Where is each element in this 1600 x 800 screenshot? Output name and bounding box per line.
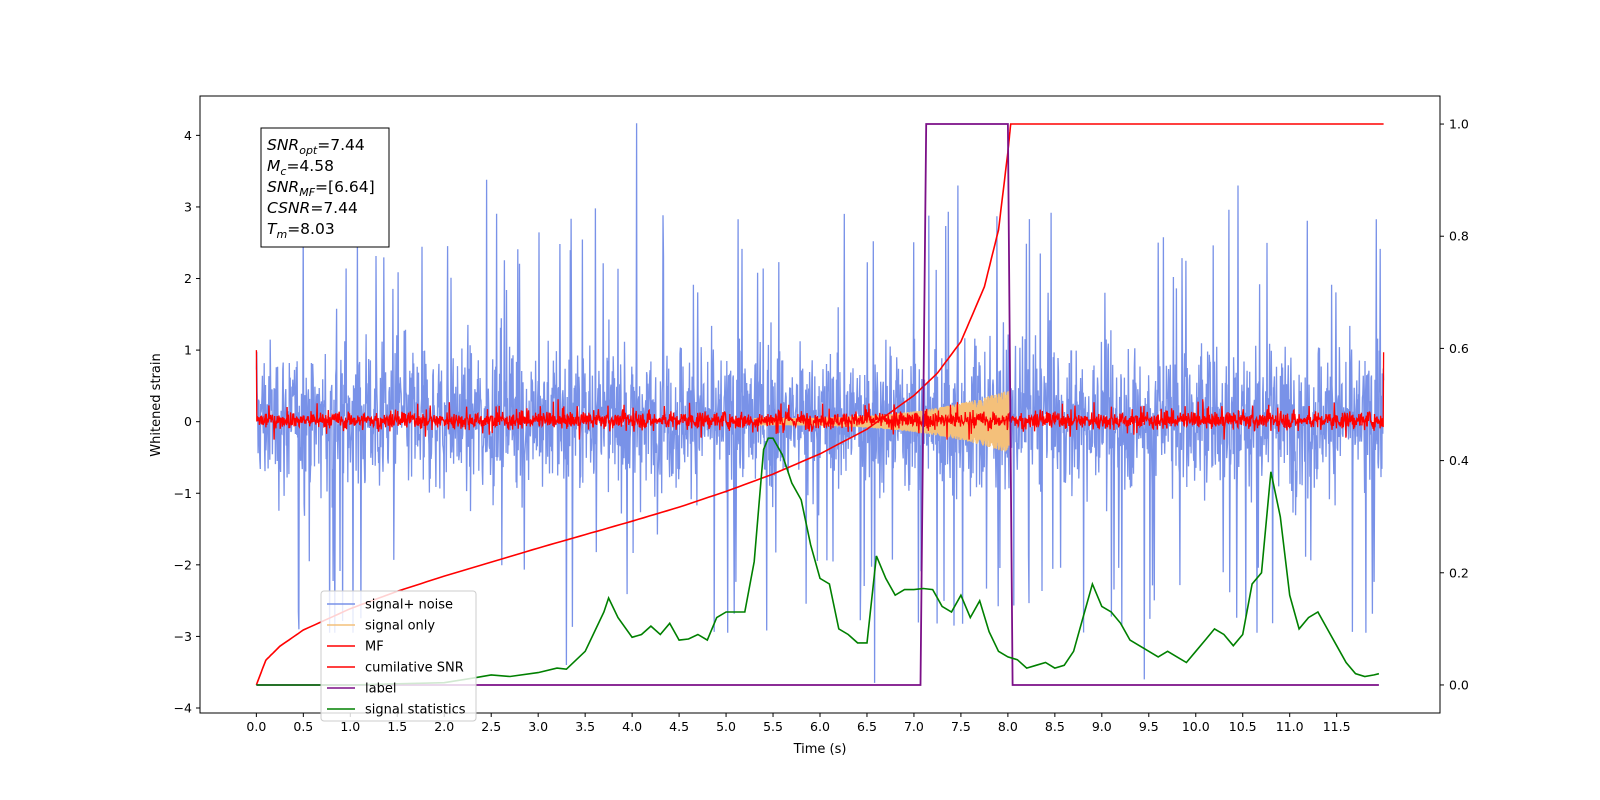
y-tick-label: 0 <box>184 414 192 429</box>
x-axis: 0.0 0.5 1.0 1.5 2.0 2.5 3.0 3.5 4.0 4.5 5.0 5.5 6.0 6… <box>246 713 1351 734</box>
stats-line: Tm=8.03 <box>267 220 335 241</box>
stats-subscript: m <box>276 228 287 241</box>
stats-line: SNRopt=7.44 <box>267 136 365 157</box>
y-axis-label: Whitened strain <box>149 353 164 456</box>
y2-tick-label: 0.8 <box>1449 229 1469 244</box>
x-tick-label: 6.5 <box>857 719 877 734</box>
stats-line: CSNR=7.44 <box>267 199 358 217</box>
legend-frame <box>320 590 477 722</box>
stats-var: T <box>267 220 278 238</box>
y-tick-label: −1 <box>174 486 192 501</box>
series-mf <box>255 350 1385 440</box>
y-tick-label: −4 <box>174 700 192 715</box>
stats-value: =7.44 <box>310 199 358 217</box>
legend-label: label <box>365 682 396 697</box>
x-tick-label: 4.5 <box>669 719 689 734</box>
y-tick-label: 1 <box>184 343 192 358</box>
y2-tick-label: 0.0 <box>1449 677 1469 692</box>
y-tick-label: −2 <box>174 557 192 572</box>
legend-label: signal+ noise <box>365 598 453 613</box>
x-tick-label: 11.0 <box>1276 719 1304 734</box>
y-tick-label: −3 <box>174 629 192 644</box>
x-tick-label: 2.5 <box>481 719 501 734</box>
stats-line: SNRMF=[6.64] <box>267 178 375 199</box>
y2-tick-label: 0.6 <box>1449 341 1469 356</box>
series-signal-noise <box>255 123 1385 683</box>
y-tick-label: 2 <box>184 271 192 286</box>
x-tick-label: 3.5 <box>575 719 595 734</box>
stats-subscript: MF <box>299 186 315 199</box>
stats-line: Mc=4.58 <box>267 157 334 178</box>
x-tick-label: 5.0 <box>716 719 736 734</box>
stats-subscript: opt <box>299 144 318 157</box>
x-tick-label: 6.0 <box>810 719 830 734</box>
x-tick-label: 7.5 <box>951 719 971 734</box>
y-tick-label: 4 <box>184 128 192 143</box>
y2-tick-label: 0.4 <box>1449 453 1469 468</box>
x-axis-label: Time (s) <box>793 742 847 757</box>
y-tick-label: 3 <box>184 199 192 214</box>
legend-label: signal statistics <box>365 703 466 718</box>
x-tick-label: 9.5 <box>1139 719 1159 734</box>
series-label <box>256 123 1379 686</box>
legend-label: cumilative SNR <box>365 661 464 676</box>
stats-value: =7.44 <box>317 136 365 154</box>
x-tick-label: 5.5 <box>763 719 783 734</box>
x-tick-label: 10.0 <box>1182 719 1210 734</box>
x-tick-label: 11.5 <box>1323 719 1351 734</box>
x-tick-label: 8.0 <box>998 719 1018 734</box>
legend: signal+ noise signal only MF cumilative SNR… <box>320 590 477 722</box>
stats-var: SNR <box>267 136 299 154</box>
stats-box-frame <box>260 127 390 248</box>
legend-label: signal only <box>365 619 435 634</box>
x-tick-label: 0.0 <box>246 719 266 734</box>
stats-value: =[6.64] <box>315 178 375 196</box>
x-tick-label: 10.5 <box>1229 719 1257 734</box>
stats-var: M <box>267 157 280 175</box>
stats-var: SNR <box>267 178 299 196</box>
y2-tick-label: 0.2 <box>1449 565 1469 580</box>
stats-var: CSNR <box>267 199 310 217</box>
x-tick-label: 2.0 <box>434 719 454 734</box>
y-axis-left: −4 −3 −2 −1 0 1 2 3 4 <box>174 128 200 715</box>
stats-subscript: c <box>280 165 286 178</box>
stats-annotation-box: SNRopt=7.44Mc=4.58SNRMF=[6.64]CSNR=7.44T… <box>260 127 390 248</box>
stats-value: =4.58 <box>286 157 334 175</box>
y-axis-right: 0.0 0.2 0.4 0.6 0.8 1.0 <box>1440 117 1469 692</box>
legend-label: MF <box>365 640 384 655</box>
x-tick-label: 8.5 <box>1045 719 1065 734</box>
x-tick-label: 1.5 <box>387 719 407 734</box>
y2-tick-label: 1.0 <box>1449 117 1469 132</box>
series-signal-statistics <box>256 437 1380 686</box>
x-tick-label: 4.0 <box>622 719 642 734</box>
x-tick-label: 0.5 <box>293 719 313 734</box>
x-tick-label: 1.0 <box>340 719 360 734</box>
x-tick-label: 7.0 <box>904 719 924 734</box>
x-tick-label: 3.0 <box>528 719 548 734</box>
stats-value: =8.03 <box>287 220 335 238</box>
x-tick-label: 9.0 <box>1092 719 1112 734</box>
